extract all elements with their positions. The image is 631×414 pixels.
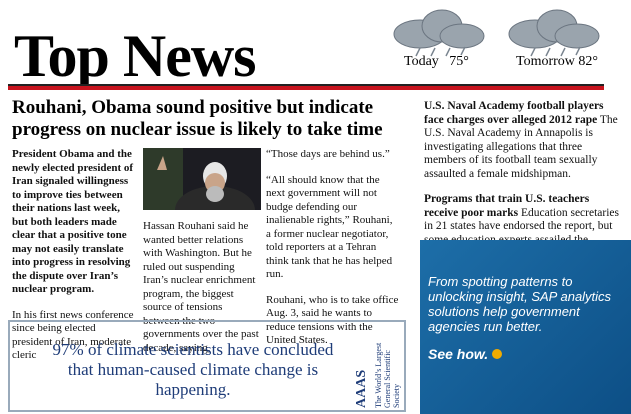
aaas-text: 97% of climate scientists have concluded… — [38, 340, 348, 400]
lead-summary: President Obama and the newly elected pr… — [12, 148, 136, 297]
weather-label: Tomorrow — [516, 54, 575, 69]
aaas-logo: AAAS — [354, 326, 374, 408]
lead-headline: Rouhani, Obama sound positive but indica… — [12, 97, 412, 141]
weather-temp: 75° — [449, 54, 469, 69]
side-headline: U.S. Naval Academy football players face… — [424, 100, 604, 126]
paragraph: “All should know that the next governmen… — [266, 174, 400, 282]
weather-tomorrow: Tomorrow 82° — [516, 54, 598, 70]
weather-label: Today — [404, 54, 439, 69]
sap-cta-text: See how. — [428, 346, 488, 362]
cta-icon — [492, 349, 502, 359]
masthead-title: Top News — [14, 22, 256, 91]
aaas-tagline: The World’s Largest General Scientific S… — [374, 326, 402, 408]
weather-temp: 82° — [578, 54, 598, 69]
rule — [8, 86, 604, 90]
sap-cta[interactable]: See how. — [428, 346, 502, 362]
weather-today: Today 75° — [404, 54, 469, 70]
paragraph: “Those days are behind us.” — [266, 148, 400, 162]
aaas-ad[interactable]: 97% of climate scientists have concluded… — [8, 320, 406, 412]
sap-ad[interactable]: From spotting patterns to unlocking insi… — [420, 240, 631, 414]
sap-text: From spotting patterns to unlocking insi… — [428, 274, 624, 334]
photo — [143, 148, 261, 210]
page: Top News Today 75° Tomorrow 82° Rouhani,… — [0, 0, 631, 414]
